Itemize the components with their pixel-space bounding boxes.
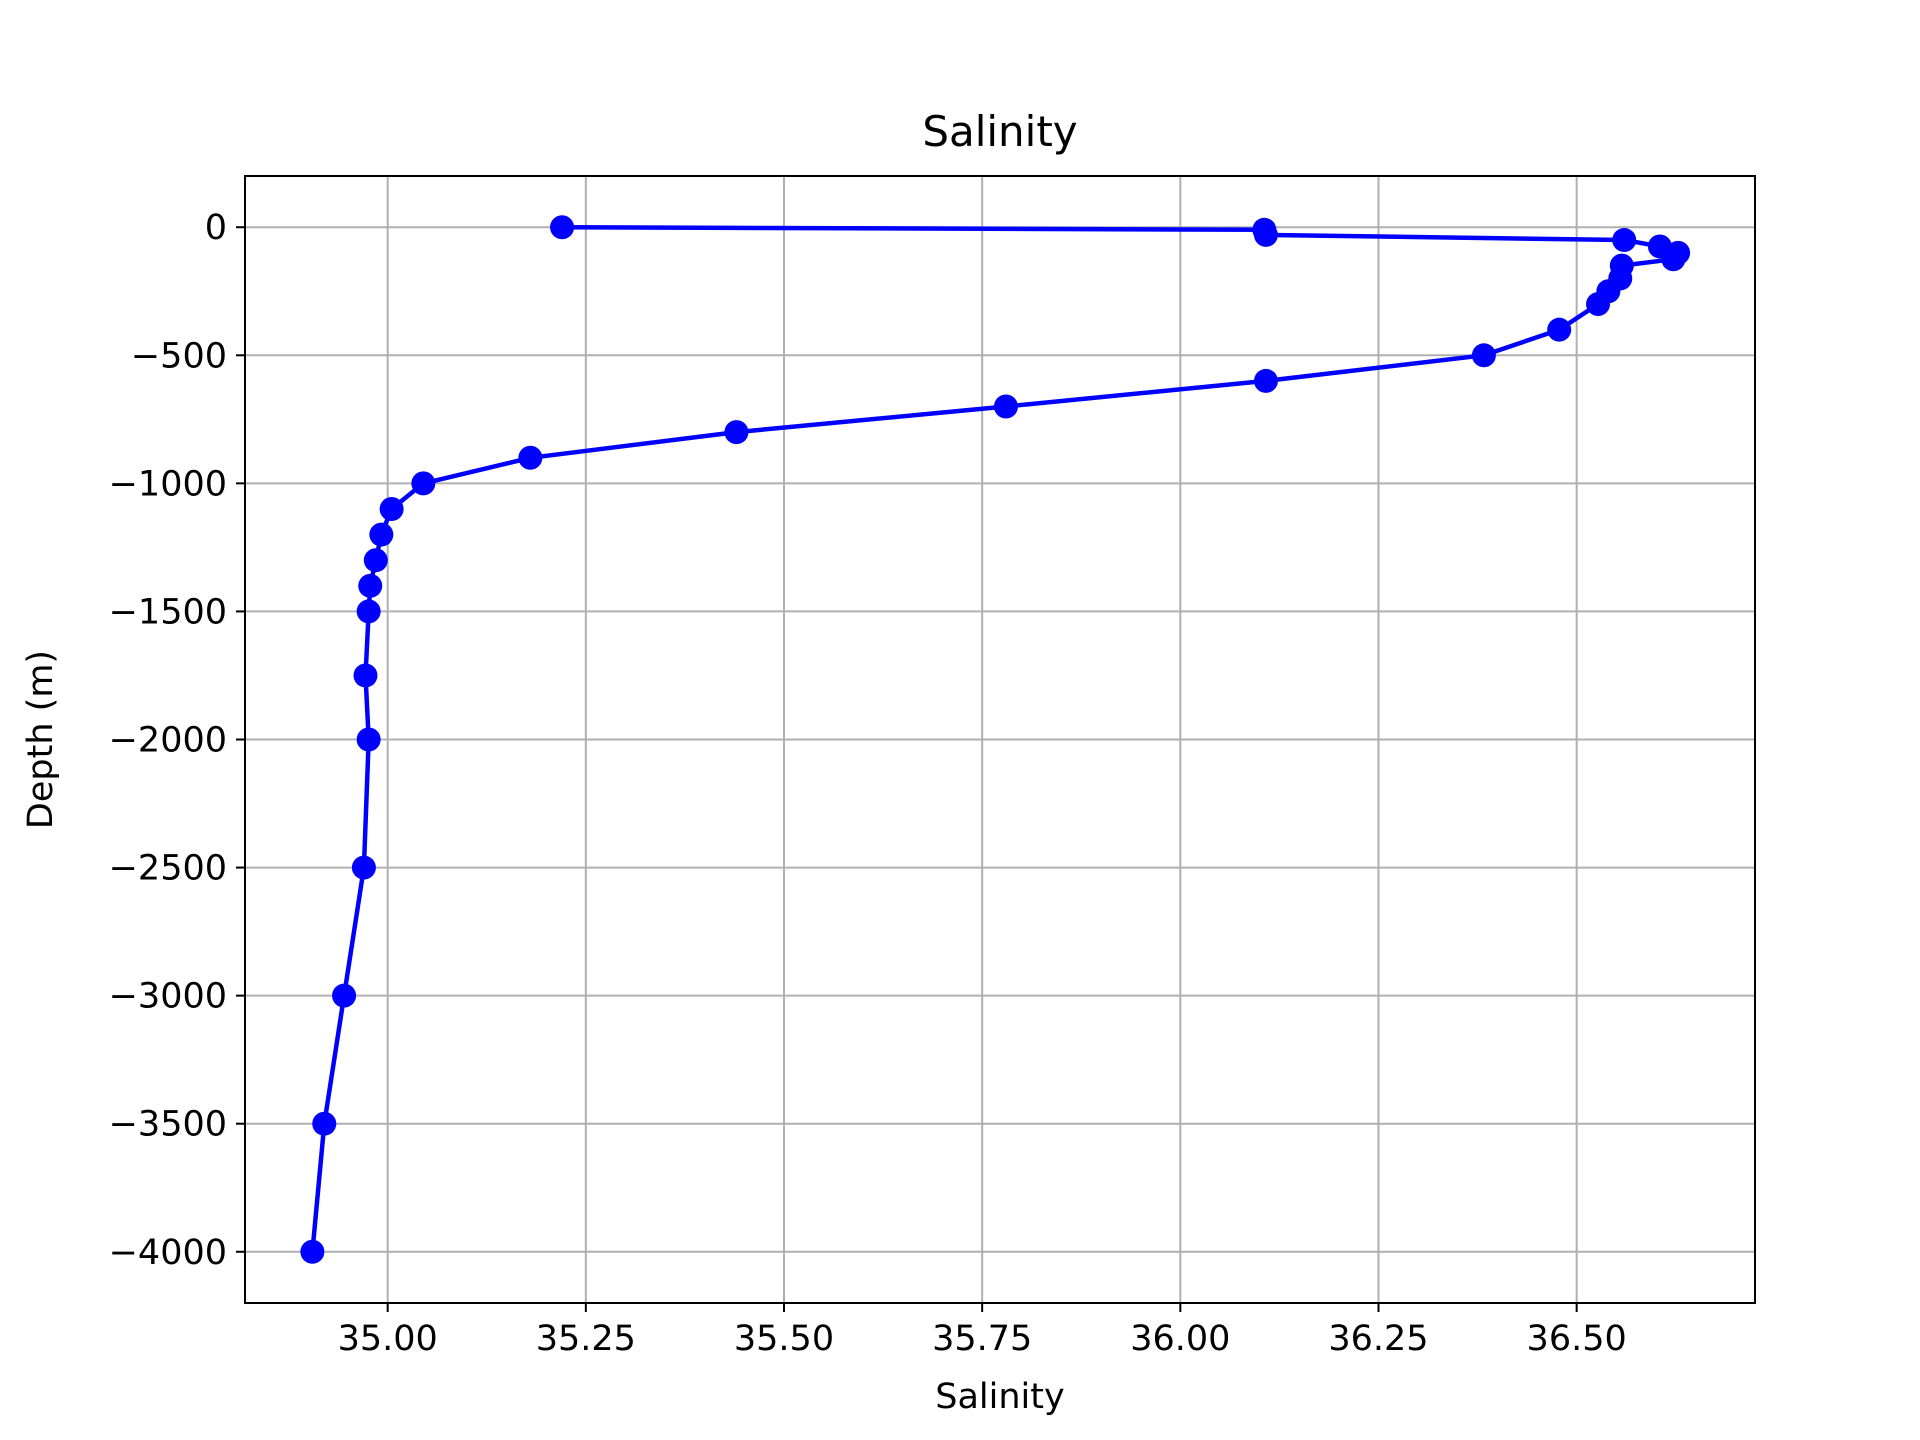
data-point — [379, 496, 404, 521]
y-tick-label: −2000 — [109, 721, 227, 761]
data-point — [300, 1239, 325, 1264]
y-axis-label: Depth (m) — [21, 650, 61, 829]
data-point — [1471, 343, 1496, 368]
chart-title: Salinity — [922, 107, 1077, 156]
data-point — [353, 663, 378, 688]
data-point — [1253, 368, 1278, 393]
data-point — [358, 573, 383, 598]
data-point — [1661, 247, 1686, 272]
data-point — [312, 1111, 337, 1136]
y-tick-label: −3000 — [109, 977, 227, 1017]
data-point — [363, 548, 388, 573]
y-tick-label: −3500 — [109, 1105, 227, 1145]
data-point — [724, 420, 749, 445]
data-point — [1586, 292, 1611, 317]
data-point — [1612, 228, 1637, 253]
data-point — [356, 599, 381, 624]
grid-lines — [245, 176, 1755, 1303]
y-tick-label: −4000 — [109, 1233, 227, 1273]
data-point — [550, 215, 575, 240]
x-tick-label: 36.25 — [1328, 1319, 1428, 1359]
data-point — [351, 855, 376, 880]
data-series — [300, 215, 1691, 1264]
x-axis-label: Salinity — [935, 1377, 1064, 1417]
x-tick-label: 36.50 — [1527, 1319, 1627, 1359]
data-point — [332, 983, 357, 1008]
y-tick-label: −500 — [131, 336, 227, 376]
x-tick-label: 35.25 — [536, 1319, 636, 1359]
y-tick-label: −2500 — [109, 849, 227, 889]
data-point — [1253, 222, 1278, 247]
y-tick-label: −1500 — [109, 592, 227, 632]
y-tick-label: 0 — [205, 208, 227, 248]
y-tick-label: −1000 — [109, 464, 227, 504]
axis-ticks: 35.00 35.25 35.50 35.75 36.00 36.25 36.50 0 −500… — [109, 208, 1627, 1359]
x-tick-label: 35.00 — [338, 1319, 438, 1359]
data-point — [369, 522, 394, 547]
data-point — [993, 394, 1018, 419]
x-tick-label: 35.50 — [734, 1319, 834, 1359]
data-point — [518, 445, 543, 470]
x-tick-label: 36.00 — [1130, 1319, 1230, 1359]
data-point — [1547, 317, 1572, 342]
data-point — [356, 727, 381, 752]
x-tick-label: 35.75 — [932, 1319, 1032, 1359]
data-point — [411, 471, 436, 496]
